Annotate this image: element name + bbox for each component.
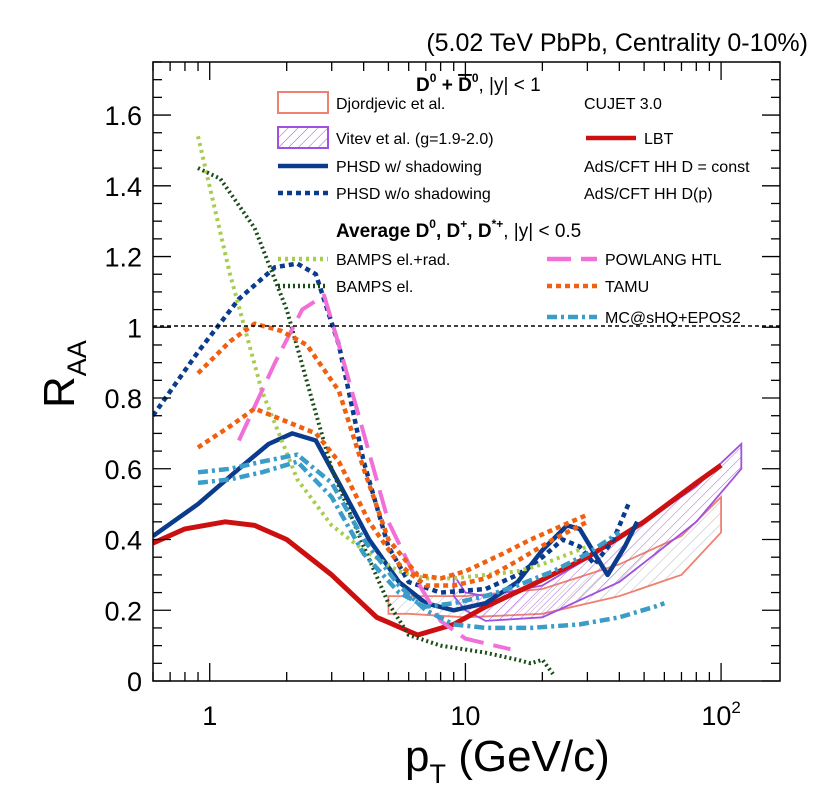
y-tick-label: 1.6 bbox=[104, 101, 142, 131]
legend-entry-powlang-htl: POWLANG HTL bbox=[547, 252, 722, 269]
y-tick-label: 1 bbox=[127, 313, 142, 343]
series-layer bbox=[153, 135, 743, 676]
legend-entry-cujet-3-0: CUJET 3.0 bbox=[584, 96, 662, 113]
plot-frame bbox=[152, 61, 781, 682]
ticks-layer: 1 10 102 0 0.2 0.4 0.6 0.8 1 1.2 1.4 1.6 bbox=[104, 61, 780, 731]
series-tamu-11 bbox=[196, 406, 589, 588]
chart-title: (5.02 TeV PbPb, Centrality 0-10%) bbox=[426, 29, 808, 57]
legend-entry-ads-cft-hh-d-p: AdS/CFT HH D(p) bbox=[584, 186, 713, 203]
legend-label: LBT bbox=[644, 131, 674, 148]
legend-label: AdS/CFT HH D = const bbox=[584, 159, 750, 176]
y-tick-label: 0.2 bbox=[104, 596, 142, 626]
legend-entry-phsd-w-shadowing: PHSD w/ shadowing bbox=[278, 159, 482, 176]
series-phsd-w-o-shadowing-5 bbox=[153, 261, 632, 595]
series-lbt-3 bbox=[153, 463, 723, 638]
legend-swatch bbox=[277, 126, 329, 149]
legend-entry-lbt: LBT bbox=[586, 131, 674, 148]
y-tick-label: 0.4 bbox=[104, 526, 142, 556]
legend-entry-mc-shq-epos2: MC@sHQ+EPOS2 bbox=[547, 310, 741, 327]
legend-header-d0: D0 + D0, |y| < 1 bbox=[416, 71, 541, 96]
legend-label: Djordjevic et al. bbox=[336, 96, 445, 113]
x-tick-label: 102 bbox=[701, 698, 741, 731]
legend-label: TAMU bbox=[605, 279, 649, 296]
legend-label: BAMPS el.+rad. bbox=[336, 252, 450, 269]
legend-label: PHSD w/o shadowing bbox=[336, 186, 491, 203]
legend-entry-phsd-w-o-shadowing: PHSD w/o shadowing bbox=[278, 186, 491, 203]
series-mc-shq-epos2-14 bbox=[197, 459, 621, 609]
legend-label: POWLANG HTL bbox=[605, 252, 722, 269]
legend-label: AdS/CFT HH D(p) bbox=[584, 186, 713, 203]
legend-entry-ads-cft-hh-d-const: AdS/CFT HH D = const bbox=[584, 159, 750, 176]
series-mc-shq-epos2-13 bbox=[197, 452, 666, 631]
y-tick-label: 1.2 bbox=[104, 243, 142, 273]
x-tick-label: 1 bbox=[202, 701, 217, 731]
legend-header-average: Average D0, D+, D*+, |y| < 0.5 bbox=[336, 217, 581, 242]
y-tick-label: 1.4 bbox=[104, 172, 142, 202]
series-tamu-12 bbox=[196, 321, 589, 581]
legend-label: BAMPS el. bbox=[336, 279, 413, 296]
legend-entry-tamu: TAMU bbox=[547, 279, 649, 296]
legend-entry-vitev-et-al-g-1-9-2-0: Vitev et al. (g=1.9-2.0) bbox=[277, 126, 494, 149]
legend-entry-bamps-el: BAMPS el. bbox=[278, 279, 413, 296]
y-tick-label: 0.8 bbox=[104, 384, 142, 414]
series-powlang-htl-10 bbox=[237, 293, 511, 652]
y-tick-label: 0 bbox=[127, 667, 142, 697]
x-axis-label: pT (GeV/c) bbox=[405, 732, 610, 789]
legend-label: Vitev et al. (g=1.9-2.0) bbox=[336, 131, 494, 148]
legend-label: MC@sHQ+EPOS2 bbox=[605, 310, 741, 327]
legend-label: CUJET 3.0 bbox=[584, 96, 662, 113]
legend-entry-djordjevic-et-al: Djordjevic et al. bbox=[277, 91, 445, 114]
y-tick-label: 0.6 bbox=[104, 455, 142, 485]
legend: Djordjevic et al. CUJET 3.0 Vitev et al. (… bbox=[277, 91, 750, 327]
legend-swatch bbox=[277, 91, 329, 114]
legend-label: PHSD w/ shadowing bbox=[336, 159, 482, 176]
y-axis-label: RAA bbox=[35, 340, 92, 408]
legend-entry-bamps-el-rad: BAMPS el.+rad. bbox=[278, 252, 450, 269]
series-bamps-el-rad-8 bbox=[196, 135, 589, 581]
x-tick-label: 10 bbox=[450, 701, 480, 731]
